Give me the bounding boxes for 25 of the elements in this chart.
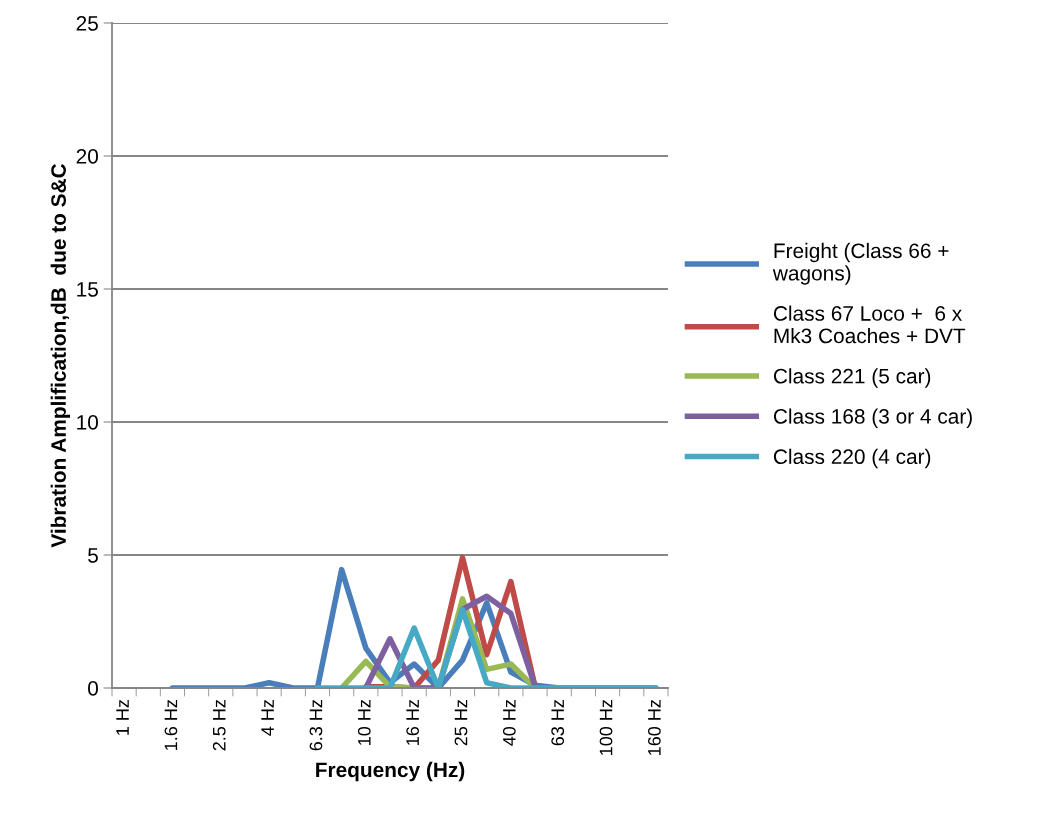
legend-label: Class 221 (5 car) (773, 368, 931, 388)
x-tick-label: 40 Hz (502, 700, 516, 746)
legend-label: Class 220 (4 car) (773, 448, 931, 469)
y-tick-label: 5 (88, 548, 98, 563)
x-tick-label: 1 Hz (116, 700, 129, 735)
x-tick-label: 160 Hz (647, 700, 661, 755)
x-tick-label: 2.5 Hz (212, 700, 226, 751)
x-tick-label: 100 Hz (599, 700, 613, 755)
x-tick-label: 63 Hz (551, 700, 565, 746)
x-tick-label: 10 Hz (357, 700, 371, 745)
y-axis-title: Vibration Amplification,dB due to S&C (50, 163, 71, 548)
y-tick-label: 15 (77, 282, 98, 297)
legend-label: Class 67 Loco + 6 x Mk3 Coaches + DVT (773, 305, 966, 344)
x-axis-title: Frequency (Hz) (316, 761, 465, 782)
legend-label: Class 168 (3 or 4 car) (773, 408, 972, 428)
x-tick-label: 1.6 Hz (164, 700, 178, 750)
x-tick-label: 4 Hz (261, 700, 274, 736)
y-tick-label: 10 (77, 415, 98, 430)
y-tick-label: 0 (88, 681, 98, 696)
legend-label: Freight (Class 66 + wagons) (772, 242, 949, 285)
x-tick-label: 16 Hz (406, 700, 420, 745)
x-tick-label: 6.3 Hz (309, 700, 323, 751)
y-tick-label: 20 (76, 149, 98, 164)
x-tick-label: 25 Hz (454, 700, 468, 746)
y-tick-label: 25 (76, 16, 98, 31)
